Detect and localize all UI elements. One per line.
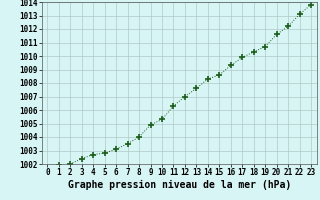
X-axis label: Graphe pression niveau de la mer (hPa): Graphe pression niveau de la mer (hPa) [68, 180, 291, 190]
